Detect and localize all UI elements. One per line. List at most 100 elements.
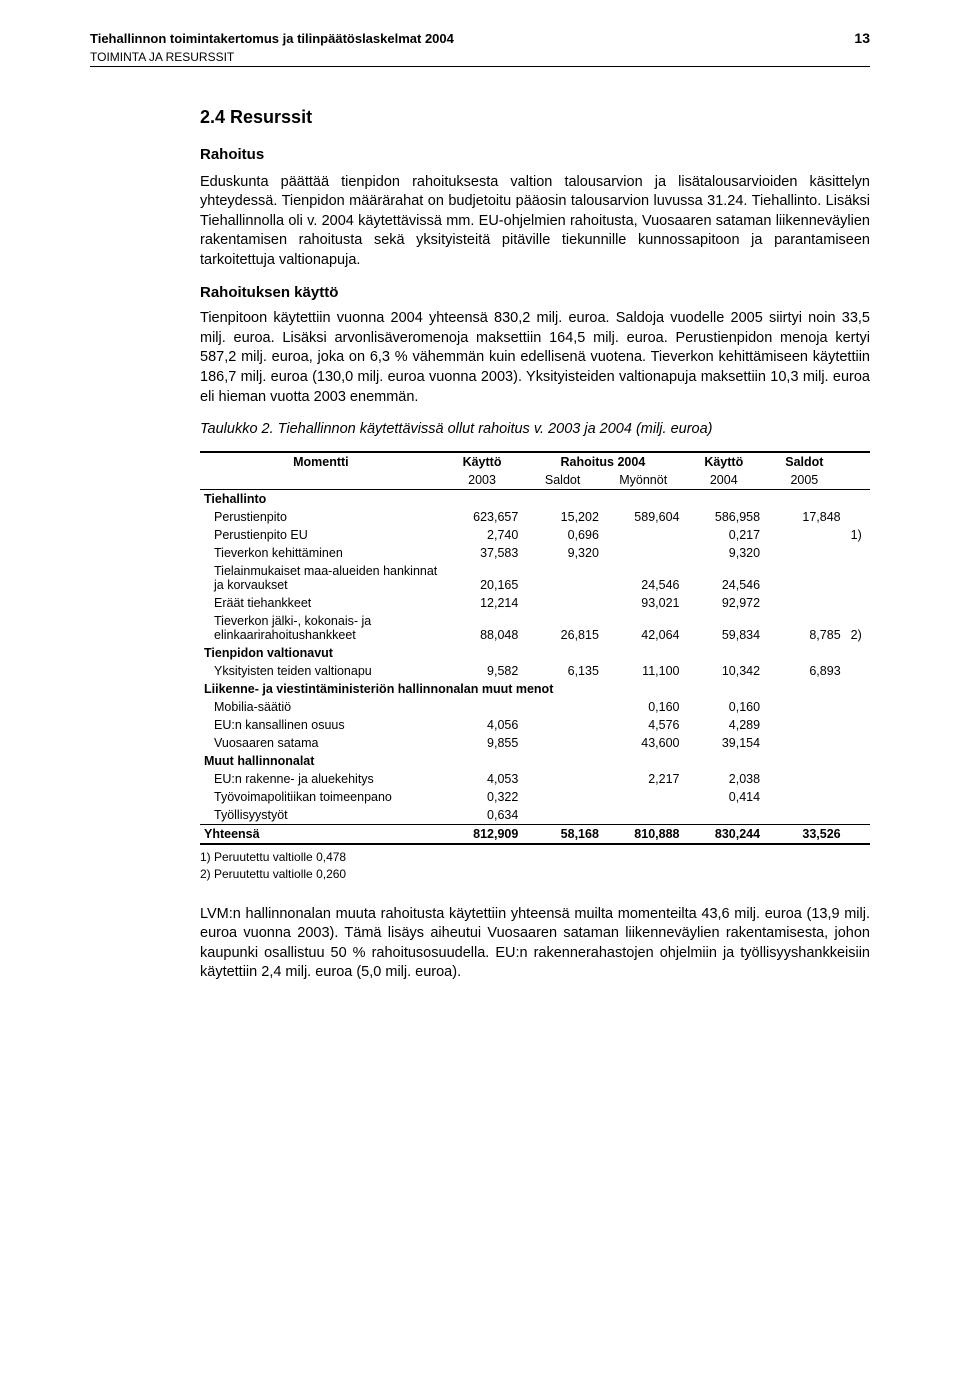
- row-value: 9,320: [683, 544, 764, 562]
- footnote-1: 1) Peruutettu valtiolle 0,478: [200, 849, 870, 866]
- th-rahoitus-2004: Rahoitus 2004: [522, 452, 683, 471]
- row-note: [845, 562, 870, 594]
- row-value: 4,289: [683, 716, 764, 734]
- row-note: 1): [845, 526, 870, 544]
- paragraph-1: Eduskunta päättää tienpidon rahoituksest…: [200, 173, 870, 271]
- table-row: Tielainmukaiset maa-alueiden hankinnat j…: [200, 562, 870, 594]
- footnote-2: 2) Peruutettu valtiolle 0,260: [200, 866, 870, 883]
- row-value: 93,021: [603, 594, 684, 612]
- row-value: [764, 594, 845, 612]
- row-value: 37,583: [442, 544, 523, 562]
- row-label: EU:n kansallinen osuus: [200, 716, 442, 734]
- row-value: 0,696: [522, 526, 603, 544]
- row-note: [845, 734, 870, 752]
- row-label: Perustienpito EU: [200, 526, 442, 544]
- row-label: Perustienpito: [200, 508, 442, 526]
- row-value: [764, 698, 845, 716]
- row-value: 8,785: [764, 612, 845, 644]
- row-value: 0,160: [683, 698, 764, 716]
- row-value: 2,740: [442, 526, 523, 544]
- row-note: [845, 770, 870, 788]
- finance-table: Momentti Käyttö Rahoitus 2004 Käyttö Sal…: [200, 451, 870, 845]
- row-value: [764, 544, 845, 562]
- row-value: [764, 734, 845, 752]
- row-note: [845, 662, 870, 680]
- row-value: 0,217: [683, 526, 764, 544]
- table-row: Muut hallinnonalat: [200, 752, 870, 770]
- row-label: Yksityisten teiden valtionapu: [200, 662, 442, 680]
- th-sub-2003: 2003: [442, 471, 523, 490]
- header-rule: [90, 66, 870, 67]
- row-value: 9,582: [442, 662, 523, 680]
- row-value: 59,834: [683, 612, 764, 644]
- row-value: 0,322: [442, 788, 523, 806]
- row-value: [764, 716, 845, 734]
- table-row: Yhteensä812,90958,168810,888830,24433,52…: [200, 825, 870, 845]
- row-value: 43,600: [603, 734, 684, 752]
- header-title: Tiehallinnon toimintakertomus ja tilinpä…: [90, 30, 454, 48]
- row-value: [764, 770, 845, 788]
- row-value: [764, 526, 845, 544]
- table-row: Mobilia-säätiö0,1600,160: [200, 698, 870, 716]
- row-value: [522, 734, 603, 752]
- row-note: [845, 508, 870, 526]
- table-row: Perustienpito623,65715,202589,604586,958…: [200, 508, 870, 526]
- row-value: [522, 770, 603, 788]
- table-footnotes: 1) Peruutettu valtiolle 0,478 2) Peruute…: [200, 849, 870, 883]
- row-value: 12,214: [442, 594, 523, 612]
- row-label: Liikenne- ja viestintäministeriön hallin…: [200, 680, 870, 698]
- row-value: 20,165: [442, 562, 523, 594]
- table-row: Yksityisten teiden valtionapu9,5826,1351…: [200, 662, 870, 680]
- table-caption: Taulukko 2. Tiehallinnon käytettävissä o…: [200, 421, 870, 437]
- row-value: 0,634: [442, 806, 523, 825]
- table-row: Tiehallinto: [200, 490, 870, 509]
- row-value: [442, 698, 523, 716]
- th-momentti: Momentti: [200, 452, 442, 490]
- row-value: 11,100: [603, 662, 684, 680]
- row-label: Työllisyystyöt: [200, 806, 442, 825]
- row-label: Mobilia-säätiö: [200, 698, 442, 716]
- row-note: [845, 788, 870, 806]
- row-label: Tienpidon valtionavut: [200, 644, 870, 662]
- row-value: 4,053: [442, 770, 523, 788]
- row-value: [603, 788, 684, 806]
- row-label: Vuosaaren satama: [200, 734, 442, 752]
- row-value: 586,958: [683, 508, 764, 526]
- table-row: EU:n kansallinen osuus4,0564,5764,289: [200, 716, 870, 734]
- content-area: 2.4 Resurssit Rahoitus Eduskunta päättää…: [90, 107, 870, 983]
- row-value: [522, 594, 603, 612]
- row-label: Muut hallinnonalat: [200, 752, 870, 770]
- page-number: 13: [854, 30, 870, 46]
- page-header: Tiehallinnon toimintakertomus ja tilinpä…: [90, 30, 870, 64]
- th-kaytto-2004: Käyttö: [683, 452, 764, 471]
- table-row: Liikenne- ja viestintäministeriön hallin…: [200, 680, 870, 698]
- row-value: 810,888: [603, 825, 684, 845]
- row-value: 24,546: [603, 562, 684, 594]
- table-row: Tieverkon jälki-, kokonais- ja elinkaari…: [200, 612, 870, 644]
- row-label: Tieverkon kehittäminen: [200, 544, 442, 562]
- row-value: 6,135: [522, 662, 603, 680]
- row-label: Tielainmukaiset maa-alueiden hankinnat j…: [200, 562, 442, 594]
- row-value: [522, 806, 603, 825]
- paragraph-3: LVM:n hallinnonalan muuta rahoitusta käy…: [200, 905, 870, 983]
- row-value: 4,576: [603, 716, 684, 734]
- row-label: Tieverkon jälki-, kokonais- ja elinkaari…: [200, 612, 442, 644]
- table-row: Perustienpito EU2,7400,696 0,217 1): [200, 526, 870, 544]
- row-label: Yhteensä: [200, 825, 442, 845]
- row-note: [845, 825, 870, 845]
- row-value: [603, 526, 684, 544]
- row-note: [845, 716, 870, 734]
- th-sub-saldot: Saldot: [522, 471, 603, 490]
- subheading-rahoitus: Rahoitus: [200, 146, 870, 163]
- row-value: 0,414: [683, 788, 764, 806]
- row-value: 17,848: [764, 508, 845, 526]
- row-value: 9,855: [442, 734, 523, 752]
- row-value: 589,604: [603, 508, 684, 526]
- row-value: 623,657: [442, 508, 523, 526]
- table-row: Vuosaaren satama9,855 43,60039,154: [200, 734, 870, 752]
- row-value: 88,048: [442, 612, 523, 644]
- th-sub-myonnot: Myönnöt: [603, 471, 684, 490]
- row-value: 39,154: [683, 734, 764, 752]
- row-value: 2,038: [683, 770, 764, 788]
- row-value: 830,244: [683, 825, 764, 845]
